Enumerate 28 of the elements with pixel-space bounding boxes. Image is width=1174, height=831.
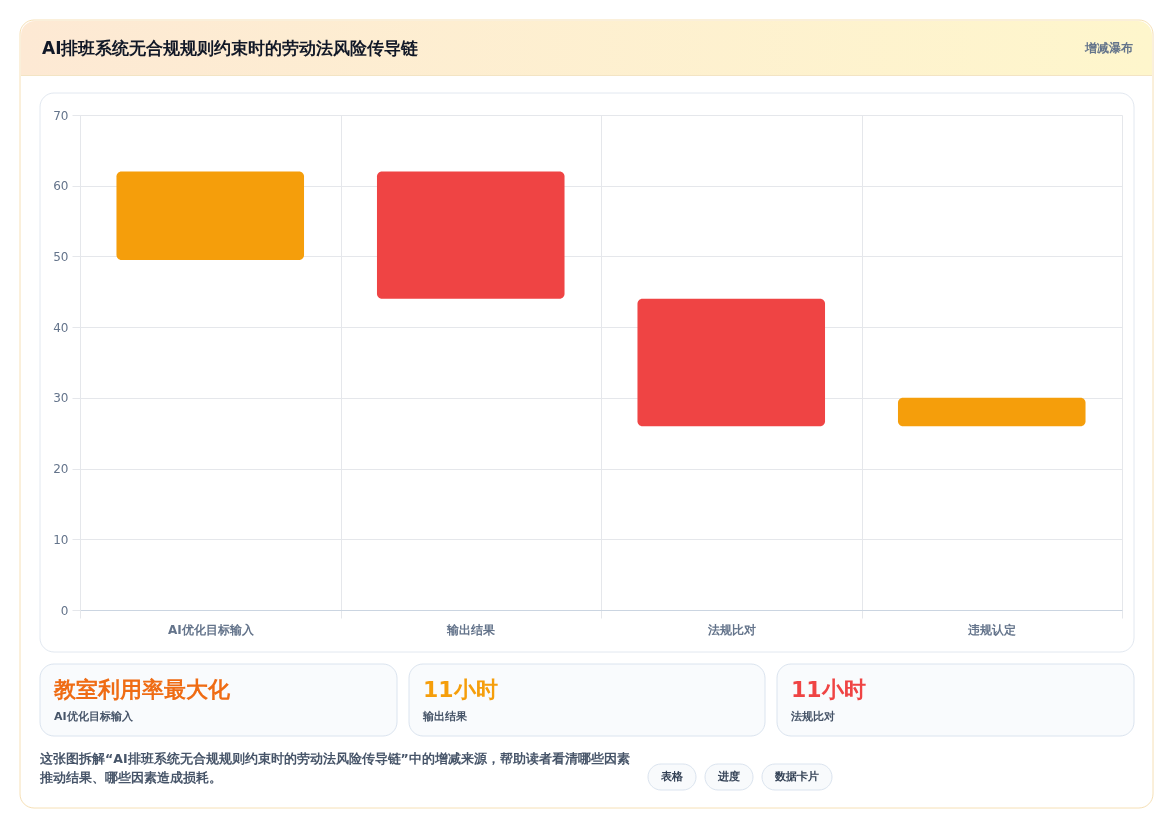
y-tick-label: 60 bbox=[53, 179, 69, 194]
x-tick-label: 输出结果 bbox=[446, 622, 497, 637]
bar bbox=[376, 171, 565, 299]
chart-subtitle: 增减瀑布 bbox=[1084, 41, 1133, 55]
chart-title: AI排班系统无合规规则约束时的劳动法风险传导链 bbox=[42, 38, 420, 58]
y-tick-label: 70 bbox=[53, 108, 69, 123]
text: 11小时 bbox=[791, 677, 866, 702]
text: 法规比对 bbox=[790, 710, 835, 723]
x-tick-label: 法规比对 bbox=[706, 622, 756, 637]
bar bbox=[897, 397, 1086, 427]
text: 表格 bbox=[660, 770, 684, 783]
text: 数据卡片 bbox=[774, 770, 819, 783]
y-tick-label: 0 bbox=[60, 603, 69, 618]
y-tick-label: 10 bbox=[53, 532, 69, 547]
y-tick-label: 40 bbox=[53, 320, 69, 335]
y-tick-label: 20 bbox=[53, 462, 69, 477]
text: 教室利用率最大化 bbox=[53, 677, 231, 702]
text: 这张图拆解“AI排班系统无合规规则约束时的劳动法风险传导链”中的增减来源，帮助读者看清哪些因素推动结果、哪些因素造成损耗。 bbox=[39, 751, 630, 785]
x-tick-label: AI优化目标输入 bbox=[167, 622, 255, 637]
text: 输出结果 bbox=[422, 710, 468, 723]
y-tick-label: 30 bbox=[53, 391, 69, 406]
text: 进度 bbox=[717, 770, 740, 783]
bar bbox=[116, 171, 305, 260]
x-tick-label: 违规认定 bbox=[967, 622, 1017, 637]
bar bbox=[637, 298, 826, 427]
text: 11小时 bbox=[423, 677, 498, 702]
text: AI优化目标输入 bbox=[54, 710, 134, 723]
y-tick-label: 50 bbox=[53, 249, 69, 264]
